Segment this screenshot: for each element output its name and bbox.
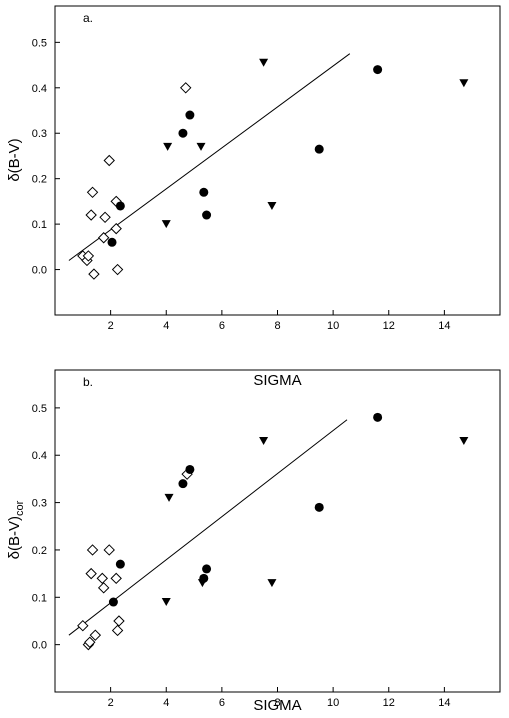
data-point-diamond	[111, 263, 124, 276]
data-point-diamond	[86, 186, 99, 199]
x-tick-label: 8	[274, 697, 280, 709]
x-tick-label: 2	[108, 697, 114, 709]
data-point-diamond	[103, 154, 115, 167]
data-point-diamond	[86, 544, 99, 556]
data-point-diamond	[85, 567, 97, 580]
data-point-circle	[202, 210, 212, 220]
panel-label: a.	[83, 11, 93, 25]
x-tick-label: 10	[327, 697, 339, 709]
y-axis-title-subscript: cor	[14, 500, 26, 516]
data-point-triangle	[267, 579, 277, 588]
data-point-diamond	[97, 582, 110, 594]
data-point-diamond	[103, 544, 115, 556]
data-point-diamond	[99, 211, 111, 224]
y-tick-label: 0.2	[32, 545, 47, 557]
data-point-circle	[199, 187, 209, 197]
x-tick-label: 4	[163, 320, 169, 332]
y-tick-label: 0.3	[32, 498, 47, 510]
data-point-circle	[115, 559, 125, 569]
x-axis-title: SIGMA	[253, 372, 301, 389]
x-tick-label: 12	[383, 320, 395, 332]
data-point-circle	[108, 597, 118, 607]
data-point-diamond	[113, 615, 125, 627]
data-point-diamond	[110, 572, 122, 585]
data-point-circle	[202, 564, 212, 574]
data-point-diamond	[89, 629, 102, 641]
chart-panel-1: 2 4 6 8 10 12 14 0.0 0.1 0.2 0.3 0.4 0.5 a. SIGMA δ(B-V…	[6, 5, 501, 389]
data-point-triangle	[459, 437, 469, 446]
panel-label: b.	[83, 375, 93, 389]
data-point-circle	[115, 201, 125, 211]
x-tick-label: 14	[438, 697, 450, 709]
data-point-diamond	[82, 250, 95, 262]
y-tick-label: 0.4	[32, 450, 47, 462]
y-tick-label: 0.4	[32, 83, 47, 95]
y-tick-label: 0.5	[32, 37, 47, 49]
y-axis-title-main: δ(B-V)	[6, 138, 23, 181]
data-point-diamond	[85, 209, 97, 221]
y-axis-title: δ(B-V)cor	[6, 500, 26, 559]
data-point-diamond	[180, 82, 192, 94]
x-tick-label: 6	[219, 320, 225, 332]
data-point-triangle	[459, 79, 469, 88]
x-tick-label: 14	[438, 320, 450, 332]
data-point-circle	[314, 144, 324, 154]
plot-frame	[54, 369, 501, 693]
data-point-diamond	[84, 636, 96, 648]
x-tick-label: 10	[327, 320, 339, 332]
data-point-diamond	[96, 572, 108, 585]
chart-panel-2: 2 4 6 8 10 12 14 0.0 0.1 0.2 0.3 0.4 0.5 b. SIGMA δ(B-V…	[6, 369, 501, 714]
data-point-triangle	[197, 579, 207, 588]
data-point-diamond	[111, 624, 124, 637]
x-tick-label: 2	[108, 320, 114, 332]
data-point-diamond	[77, 619, 89, 632]
x-axis-title: SIGMA	[253, 697, 301, 714]
data-point-triangle	[267, 201, 277, 210]
data-point-triangle	[161, 598, 171, 607]
x-tick-label: 4	[163, 697, 169, 709]
data-point-diamond	[97, 232, 110, 244]
data-point-circle	[178, 479, 188, 489]
y-tick-label: 0.0	[32, 640, 47, 652]
data-point-triangle	[163, 142, 173, 151]
y-tick-label: 0.5	[32, 403, 47, 415]
y-axis-title: δ(B-V)	[6, 138, 23, 181]
data-point-circle	[373, 65, 383, 75]
data-point-triangle	[161, 220, 171, 229]
x-tick-label: 8	[274, 320, 280, 332]
y-tick-label: 0.3	[32, 128, 47, 140]
data-point-circle	[107, 237, 117, 247]
data-point-diamond	[88, 268, 100, 280]
data-point-circle	[314, 502, 324, 512]
data-point-triangle	[259, 437, 269, 446]
data-point-triangle	[164, 493, 174, 502]
data-point-circle	[373, 412, 383, 422]
y-tick-label: 0.1	[32, 219, 47, 231]
data-point-triangle	[196, 142, 206, 151]
data-point-triangle	[259, 58, 269, 67]
y-tick-label: 0.0	[32, 265, 47, 277]
data-point-diamond	[110, 222, 122, 235]
x-tick-label: 12	[383, 697, 395, 709]
data-point-circle	[178, 128, 188, 138]
y-tick-label: 0.2	[32, 174, 47, 186]
y-axis-title-main: δ(B-V)	[6, 516, 23, 559]
data-point-circle	[185, 464, 195, 474]
y-tick-label: 0.1	[32, 592, 47, 604]
data-point-circle	[185, 110, 195, 120]
x-tick-label: 6	[219, 697, 225, 709]
